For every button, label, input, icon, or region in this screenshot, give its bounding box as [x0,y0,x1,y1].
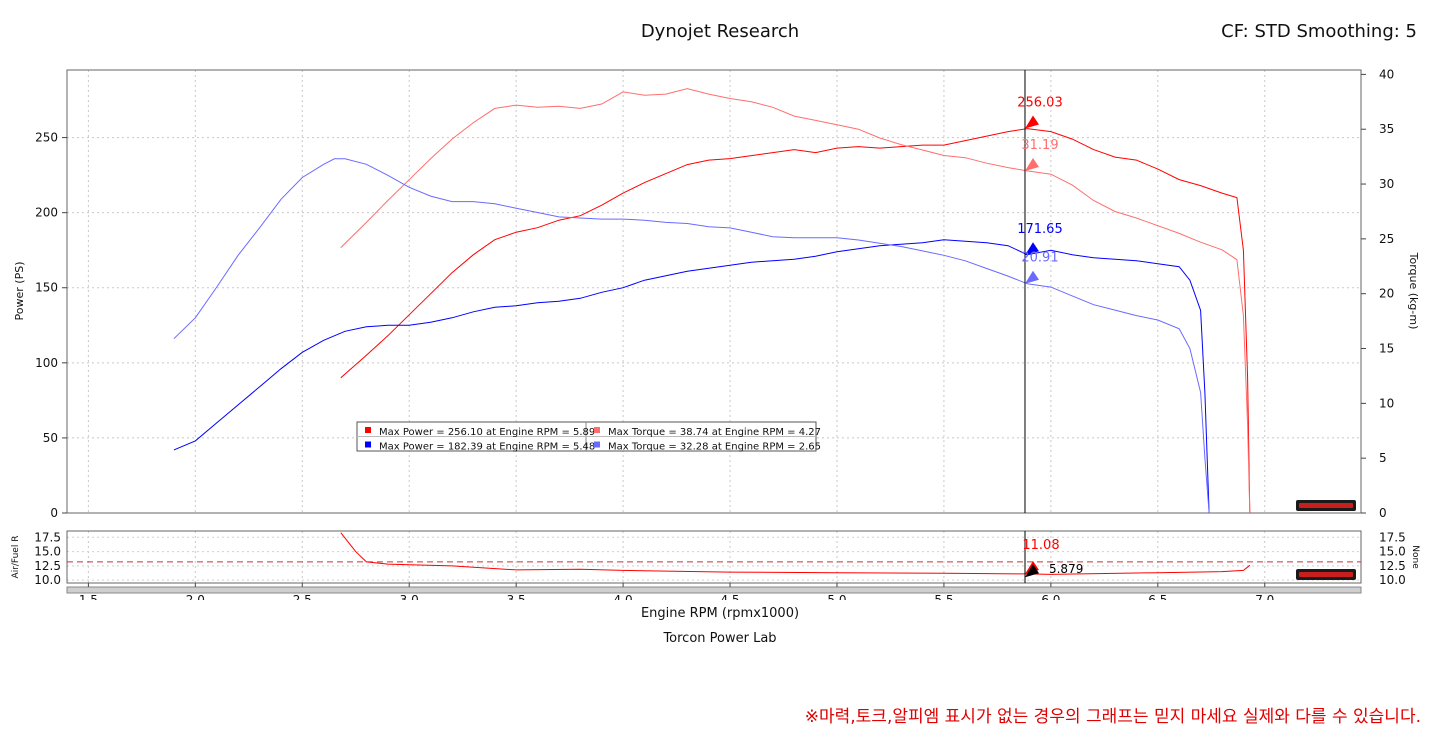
y-left-tick-label: 150 [35,281,58,295]
y-right-tick-label: 10 [1379,396,1394,410]
legend-swatch-1 [365,427,371,433]
series-line-4 [173,158,1210,514]
legend-entry-4: Max Torque = 32.28 at Engine RPM = 2.65 [608,442,821,453]
x-axis-label: Engine RPM (rpmx1000) [640,606,800,621]
cursor-readout-3: 171.65 [1017,222,1063,237]
series-line-3 [173,239,1210,514]
x-tick-label: 2.5 [293,593,312,600]
series-line-2 [340,88,1251,514]
y-left-tick-label: 100 [35,356,58,370]
main-plot-area: 0 50 100 150 200 250 0 5 10 15 20 25 30 35 40 Power (PS… [13,67,1420,520]
legend-entry-2: Max Torque = 38.74 at Engine RPM = 4.27 [608,427,821,438]
afr-y-left-tick-label: 10.0 [34,573,61,587]
y-right-tick-label: 15 [1379,342,1394,356]
dynojet-logo-afr-stripe [1299,572,1353,577]
afr-y-right-axis-title: None [1410,545,1420,569]
rpm-cursor-readout: 5.879 [1049,562,1083,576]
afr-plot-frame [66,530,1362,584]
legend-swatch-3 [365,441,371,448]
y-right-axis-title: Torque (kg-m) [1407,252,1420,330]
x-tick-label: 4.5 [720,593,739,600]
chart-title: Dynojet Research [640,21,800,42]
cursor-readout-1: 256.03 [1017,96,1063,111]
dynojet-logo [1296,500,1356,511]
y-right-tick-label: 40 [1379,67,1394,81]
legend-swatch-2 [594,427,600,433]
afr-y-right-tick-label: 15.0 [1379,545,1406,559]
afr-plot-area: 10.0 10.012.5 12.515.0 15.017.5 17.5Air/Fuel… [11,530,1420,600]
rpm-cursor-marker [1024,564,1039,578]
y-left-axis-title: Power (PS) [13,262,26,321]
cursor-marker-1 [1024,115,1039,129]
disclaimer-notice: ※마력,토크,알피엠 표시가 없는 경우의 그래프는 믿지 마세요 실제와 다를… [804,707,1421,727]
cursor-marker-3 [1024,242,1039,256]
legend: Max Power = 256.10 at Engine RPM = 5.89 M… [356,421,821,453]
correction-factor-label: CF: STD Smoothing: 5 [1221,21,1417,42]
cursor-marker-2 [1024,157,1039,171]
y-right-tick-label: 35 [1379,122,1394,136]
afr-y-left-tick-label: 15.0 [34,545,61,559]
x-tick-label: 6.5 [1148,593,1167,600]
x-tick-label: 7.0 [1255,593,1274,600]
y-left-tick-label: 0 [50,506,58,520]
y-right-tick-label: 20 [1379,287,1394,301]
y-left-tick-label: 200 [35,206,58,220]
afr-cursor-readout: 11.08 [1022,538,1059,553]
series-line-1 [340,128,1251,514]
cursor-readout-4: 20.91 [1021,251,1058,266]
legend-swatch-4 [594,441,600,448]
afr-y-right-tick-label: 12.5 [1379,559,1406,573]
dyno-chart: 0 50 100 150 200 250 0 5 10 15 20 25 30 35 40 Power (PS… [11,67,1420,600]
cursor-marker-4 [1024,270,1039,284]
afr-y-right-tick-label: 17.5 [1379,530,1406,544]
y-right-tick-label: 25 [1379,232,1394,246]
afr-y-left-tick-label: 12.5 [34,559,61,573]
y-left-tick-label: 250 [35,131,58,145]
y-right-tick-label: 30 [1379,177,1394,191]
x-tick-label: 6.0 [1041,593,1060,600]
x-tick-label: 2.0 [186,593,205,600]
y-right-tick-label: 5 [1379,451,1387,465]
x-tick-label: 5.5 [934,593,953,600]
x-tick-label: 4.0 [614,593,633,600]
y-left-tick-label: 50 [43,431,58,445]
cursor-readout-2: 31.19 [1021,138,1058,153]
x-tick-label: 5.0 [827,593,846,600]
dynojet-logo-stripe [1299,503,1353,508]
afr-y-right-tick-label: 10.0 [1379,573,1406,587]
lab-name: Torcon Power Lab [663,631,777,646]
legend-entry-3: Max Power = 182.39 at Engine RPM = 5.48 [379,442,595,453]
main-plot-frame [66,69,1362,514]
y-right-tick-label: 0 [1379,506,1387,520]
x-tick-label: 3.5 [507,593,526,600]
x-tick-label: 3.0 [400,593,419,600]
afr-y-left-tick-label: 17.5 [34,530,61,544]
afr-y-left-axis-title: Air/Fuel R [11,536,21,579]
legend-entry-1: Max Power = 256.10 at Engine RPM = 5.89 [379,427,595,438]
afr-series-line [340,532,1251,575]
dynojet-logo-afr [1296,569,1356,580]
x-tick-label: 1.5 [79,593,98,600]
x-axis-bar [66,586,1362,594]
